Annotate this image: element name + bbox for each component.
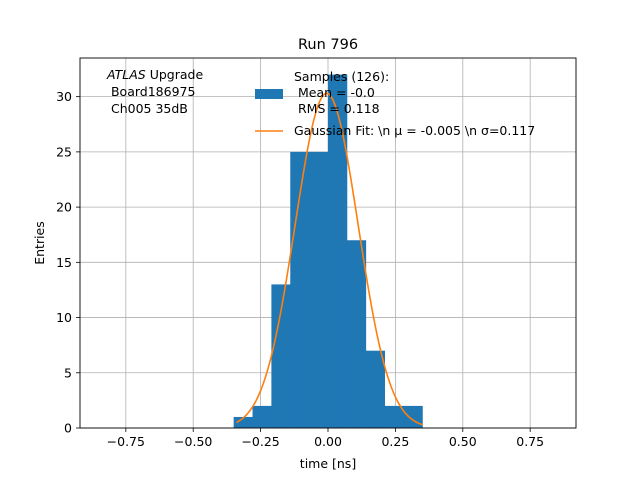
x-tick-label: 0.50 [449,434,477,449]
y-tick-label: 30 [56,89,72,104]
x-tick-label: −0.50 [174,434,212,449]
y-tick-label: 20 [56,200,72,215]
x-axis-ticks: −0.75 −0.50 −0.25 0.00 0.25 0.50 0.75 [107,428,544,449]
y-tick-label: 10 [56,310,72,325]
x-tick-label: −0.75 [107,434,145,449]
x-tick-label: 0.25 [381,434,409,449]
histogram-bar [309,151,329,428]
histogram-bar [233,416,253,428]
y-axis-label: Entries [32,221,47,265]
annotation-line: ATLAS Upgrade [106,67,203,82]
x-tick-label: 0.00 [314,434,342,449]
histogram-bar [346,240,367,428]
annotation-line: Ch005 35dB [107,101,188,116]
x-tick-label: 0.75 [516,434,544,449]
histogram-bar [328,74,348,428]
y-tick-label: 25 [56,144,72,159]
chart-title: Run 796 [298,37,358,53]
atlas-annotation: ATLAS Upgrade Board186975 Ch005 35dB [106,67,203,116]
histogram-bar [365,350,386,428]
histogram-bar [403,405,423,428]
histogram-bar [252,405,272,428]
y-tick-label: 5 [64,365,72,380]
histogram-bar [271,284,291,428]
gaussian-fit-curve [235,92,423,426]
y-axis-ticks: 0 5 10 15 20 25 30 [56,89,80,436]
legend-label: Mean = -0.0 [294,85,375,100]
legend-label: Samples (126): [294,69,389,84]
x-axis-label: time [ns] [300,456,356,471]
histogram-bar [384,405,404,428]
legend-label: Gaussian Fit: \n μ = -0.005 \n σ=0.117 [294,123,535,138]
legend-label: RMS = 0.118 [294,101,380,116]
annotation-line: Board186975 [107,84,195,99]
legend-patch [255,89,283,99]
y-tick-label: 15 [56,255,72,270]
legend: Samples (126): Mean = -0.0 RMS = 0.118 Ga… [255,69,535,138]
x-tick-label: −0.25 [241,434,279,449]
y-tick-label: 0 [64,421,72,436]
